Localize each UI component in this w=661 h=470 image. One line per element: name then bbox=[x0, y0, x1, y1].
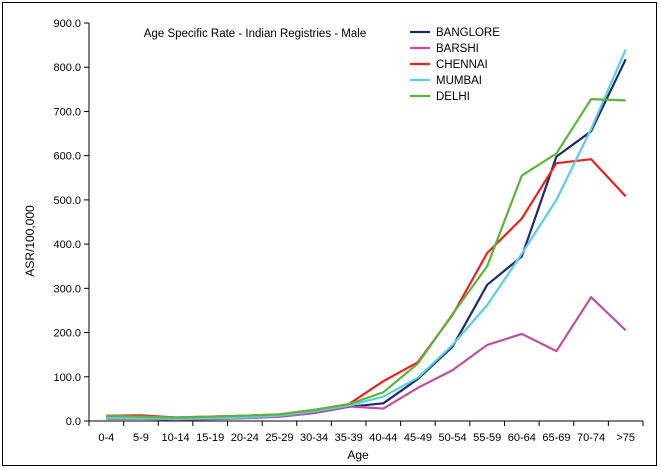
y-axis: 0.0 100.0 200.0 300.0 400.0 500.0 600.0 700.0 80… bbox=[53, 18, 90, 428]
y-tick-label: 800.0 bbox=[53, 62, 81, 74]
legend-label-delhi: DELHI bbox=[436, 91, 470, 103]
series-lines bbox=[106, 49, 627, 421]
y-tick-label: 100.0 bbox=[53, 372, 81, 384]
legend-label-barshi: BARSHI bbox=[436, 43, 479, 55]
x-tick-label: 25-29 bbox=[265, 432, 293, 444]
y-tick-label: 0.0 bbox=[66, 416, 81, 428]
x-tick-label: 5-9 bbox=[133, 432, 149, 444]
series-line-mumbai bbox=[106, 49, 627, 420]
y-tick-label: 400.0 bbox=[53, 239, 81, 251]
y-tick-label: 300.0 bbox=[53, 283, 81, 295]
y-tick-label: 900.0 bbox=[53, 18, 81, 30]
x-tick-label: 35-39 bbox=[335, 432, 363, 444]
series-line-banglore bbox=[106, 58, 627, 420]
x-tick-label: 0-4 bbox=[98, 432, 114, 444]
x-tick-label: 10-14 bbox=[161, 432, 189, 444]
x-tick-label: 20-24 bbox=[231, 432, 259, 444]
x-axis: 0-4 5-9 10-14 15-19 20-24 25-29 30-34 35-39 40-4… bbox=[88, 420, 644, 444]
x-tick-label: 60-64 bbox=[508, 432, 536, 444]
y-tick-label: 200.0 bbox=[53, 328, 81, 340]
y-axis-label: ASR/100,000 bbox=[23, 205, 37, 277]
y-tick-label: 700.0 bbox=[53, 106, 81, 118]
x-tick-label: 50-54 bbox=[438, 432, 466, 444]
x-tick-label: 55-59 bbox=[473, 432, 501, 444]
legend-label-banglore: BANGLORE bbox=[436, 27, 500, 39]
x-tick-label: 65-69 bbox=[542, 432, 570, 444]
series-line-delhi bbox=[106, 97, 626, 419]
legend: BANGLORE BARSHI CHENNAI MUMBAI DELHI bbox=[410, 27, 500, 103]
legend-label-chennai: CHENNAI bbox=[436, 59, 488, 71]
x-tick-label: 45-49 bbox=[404, 432, 432, 444]
x-axis-label: Age bbox=[347, 448, 369, 462]
x-tick-label: 40-44 bbox=[369, 432, 397, 444]
series-line-chennai bbox=[106, 158, 627, 419]
chart-frame bbox=[2, 2, 657, 466]
legend-label-mumbai: MUMBAI bbox=[436, 75, 482, 87]
x-tick-label: >75 bbox=[616, 432, 635, 444]
x-tick-label: 15-19 bbox=[196, 432, 224, 444]
x-tick-label: 30-34 bbox=[300, 432, 328, 444]
x-tick-label: 70-74 bbox=[577, 432, 605, 444]
y-tick-label: 600.0 bbox=[53, 151, 81, 163]
chart-title: Age Specific Rate - Indian Registries - … bbox=[144, 28, 366, 40]
y-tick-label: 500.0 bbox=[53, 195, 81, 207]
